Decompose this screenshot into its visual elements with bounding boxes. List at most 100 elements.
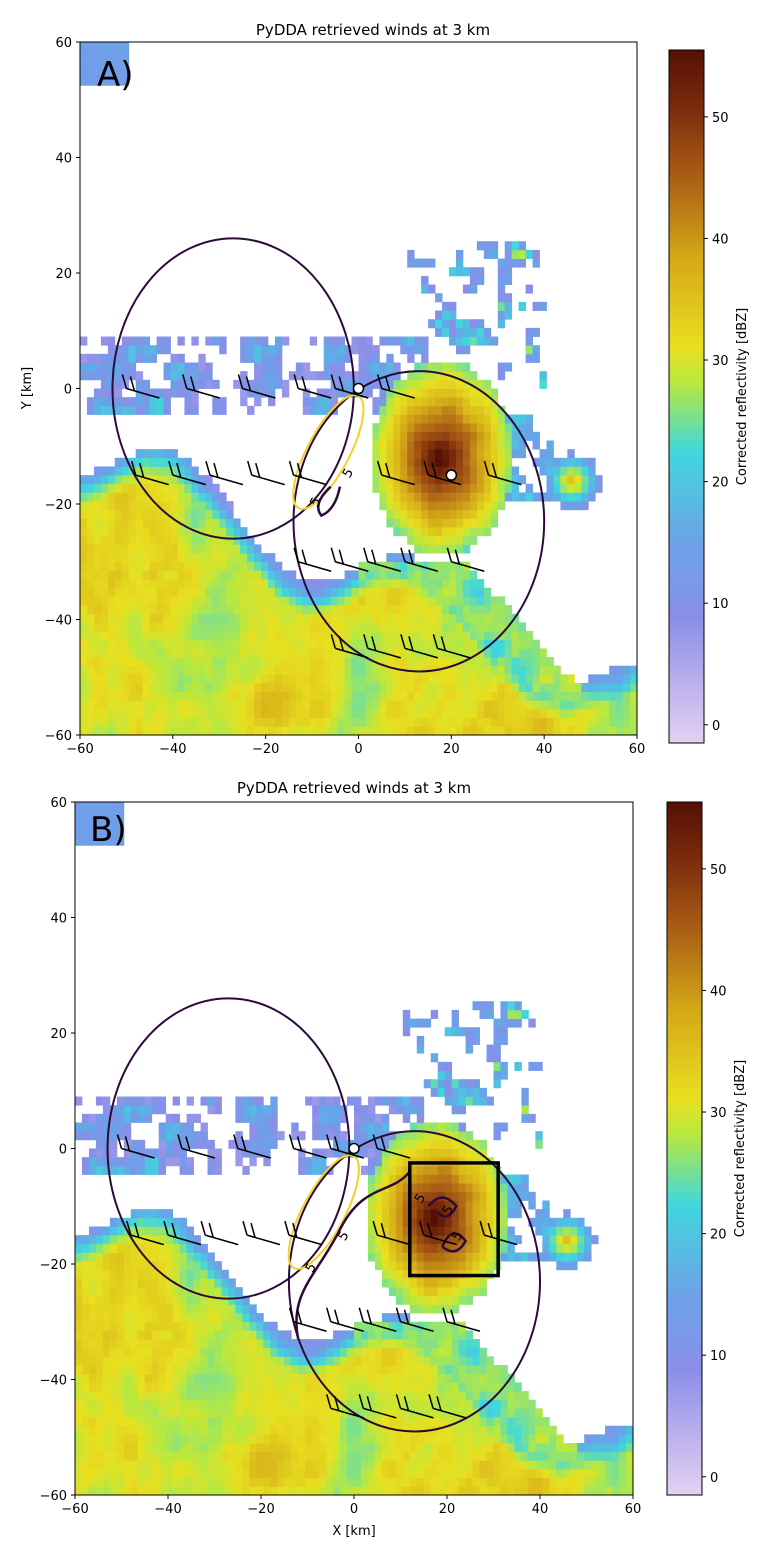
reflectivity-cell <box>75 1096 83 1106</box>
reflectivity-cell <box>80 709 88 719</box>
reflectivity-cell <box>493 1365 501 1375</box>
reflectivity-cell <box>80 371 88 381</box>
reflectivity-cell <box>409 1131 418 1141</box>
reflectivity-cell <box>267 379 276 389</box>
reflectivity-cell <box>137 1165 146 1175</box>
reflectivity-cell <box>172 1295 181 1305</box>
reflectivity-cell <box>121 50 130 60</box>
reflectivity-cell <box>409 1139 418 1149</box>
reflectivity-cell <box>226 561 234 571</box>
reflectivity-cell <box>570 1443 578 1453</box>
reflectivity-cell <box>451 1356 460 1366</box>
reflectivity-cell <box>163 579 171 589</box>
reflectivity-cell <box>521 1252 529 1262</box>
reflectivity-cell <box>421 527 429 537</box>
reflectivity-cell <box>128 700 137 710</box>
reflectivity-cell <box>379 613 387 623</box>
reflectivity-cell <box>497 501 506 511</box>
reflectivity-cell <box>93 553 102 563</box>
reflectivity-cell <box>163 674 171 684</box>
reflectivity-cell <box>560 501 568 511</box>
reflectivity-cell <box>451 1217 460 1227</box>
reflectivity-cell <box>372 423 380 433</box>
reflectivity-cell <box>476 527 485 537</box>
reflectivity-cell <box>333 1339 341 1349</box>
reflectivity-cell <box>142 648 151 658</box>
reflectivity-cell <box>455 717 464 727</box>
reflectivity-cell <box>249 1365 257 1375</box>
reflectivity-cell <box>393 631 401 641</box>
panel-a-plot-area: 55 <box>80 42 638 736</box>
reflectivity-cell <box>430 1183 439 1193</box>
reflectivity-cell <box>170 717 178 727</box>
reflectivity-cell <box>109 1339 118 1349</box>
reflectivity-cell <box>514 1391 522 1401</box>
reflectivity-cell <box>455 388 464 398</box>
reflectivity-cell <box>388 1399 397 1409</box>
reflectivity-cell <box>177 527 185 537</box>
reflectivity-cell <box>400 379 408 389</box>
reflectivity-cell <box>270 1373 278 1383</box>
reflectivity-cell <box>261 362 269 372</box>
reflectivity-cell <box>284 1417 292 1427</box>
reflectivity-cell <box>200 1122 208 1132</box>
reflectivity-cell <box>462 492 471 502</box>
reflectivity-cell <box>274 587 283 597</box>
reflectivity-cell <box>316 371 325 381</box>
reflectivity-cell <box>323 579 332 589</box>
reflectivity-cell <box>205 570 213 580</box>
reflectivity-cell <box>476 700 485 710</box>
reflectivity-cell <box>421 622 429 632</box>
reflectivity-cell <box>347 1460 355 1470</box>
reflectivity-cell <box>386 665 394 675</box>
reflectivity-cell <box>156 483 164 493</box>
reflectivity-cell <box>95 1347 104 1357</box>
reflectivity-cell <box>93 700 102 710</box>
reflectivity-cell <box>514 1061 522 1071</box>
reflectivity-cell <box>486 1096 494 1106</box>
reflectivity-cell <box>451 1399 460 1409</box>
reflectivity-cell <box>458 1148 466 1158</box>
reflectivity-cell <box>114 700 123 710</box>
reflectivity-cell <box>581 501 589 511</box>
reflectivity-cell <box>100 397 109 407</box>
reflectivity-cell <box>165 1243 174 1253</box>
reflectivity-cell <box>151 1469 160 1479</box>
reflectivity-cell <box>86 717 95 727</box>
reflectivity-cell <box>437 1304 446 1314</box>
reflectivity-cell <box>80 579 88 589</box>
reflectivity-cell <box>247 717 255 727</box>
reflectivity-cell <box>254 605 262 615</box>
reflectivity-cell <box>75 1399 83 1409</box>
reflectivity-cell <box>493 1451 501 1461</box>
reflectivity-cell <box>333 1122 341 1132</box>
reflectivity-cell <box>535 1131 543 1141</box>
reflectivity-cell <box>528 1460 536 1470</box>
reflectivity-cell <box>602 674 610 684</box>
reflectivity-cell <box>305 1339 313 1349</box>
reflectivity-cell <box>233 596 241 606</box>
reflectivity-cell <box>486 1053 494 1063</box>
reflectivity-cell <box>214 1096 222 1106</box>
reflectivity-cell <box>219 709 227 719</box>
reflectivity-cell <box>414 665 422 675</box>
reflectivity-cell <box>444 1261 453 1271</box>
reflectivity-cell <box>472 1365 480 1375</box>
wind-barb <box>367 647 401 659</box>
reflectivity-cell <box>158 1122 167 1132</box>
reflectivity-cell <box>497 457 506 467</box>
reflectivity-cell <box>137 1217 146 1227</box>
reflectivity-cell <box>388 1131 397 1141</box>
reflectivity-cell <box>186 1339 194 1349</box>
reflectivity-cell <box>242 1451 250 1461</box>
reflectivity-cell <box>128 353 137 363</box>
reflectivity-cell <box>609 665 617 675</box>
reflectivity-cell <box>207 1434 215 1444</box>
reflectivity-cell <box>407 717 415 727</box>
reflectivity-cell <box>402 1191 411 1201</box>
reflectivity-cell <box>609 726 617 736</box>
reflectivity-cell <box>109 1451 118 1461</box>
reflectivity-cell <box>630 674 638 684</box>
reflectivity-cell <box>158 1313 167 1323</box>
reflectivity-cell <box>186 1347 194 1357</box>
